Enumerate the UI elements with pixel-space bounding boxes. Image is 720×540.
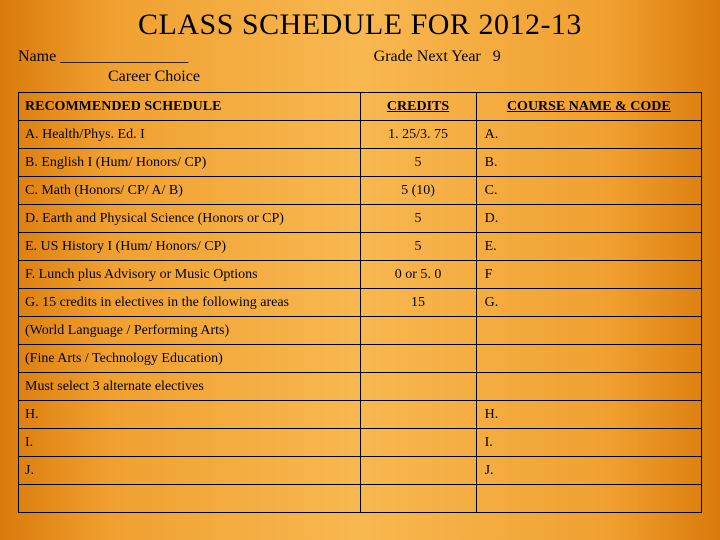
cell-course bbox=[476, 345, 701, 373]
table-row: G. 15 credits in electives in the follow… bbox=[19, 289, 702, 317]
cell-schedule: (World Language / Performing Arts) bbox=[19, 317, 361, 345]
cell-credits bbox=[360, 345, 476, 373]
schedule-table: RECOMMENDED SCHEDULE CREDITS COURSE NAME… bbox=[18, 92, 702, 513]
cell-course: E. bbox=[476, 233, 701, 261]
table-row: J. J. bbox=[19, 457, 702, 485]
table-row: C. Math (Honors/ CP/ A/ B)5 (10)C. bbox=[19, 177, 702, 205]
cell-credits bbox=[360, 457, 476, 485]
cell-credits: 15 bbox=[360, 289, 476, 317]
cell-course bbox=[476, 317, 701, 345]
table-row bbox=[19, 485, 702, 513]
cell-schedule: H. bbox=[19, 401, 361, 429]
cell-schedule: Must select 3 alternate electives bbox=[19, 373, 361, 401]
table-row: D. Earth and Physical Science (Honors or… bbox=[19, 205, 702, 233]
cell-schedule: D. Earth and Physical Science (Honors or… bbox=[19, 205, 361, 233]
cell-course: J. bbox=[476, 457, 701, 485]
cell-credits: 5 bbox=[360, 233, 476, 261]
cell-course: A. bbox=[476, 121, 701, 149]
cell-credits: 5 (10) bbox=[360, 177, 476, 205]
cell-credits bbox=[360, 373, 476, 401]
page: CLASS SCHEDULE FOR 2012-13 Name ________… bbox=[0, 0, 720, 540]
table-row: F. Lunch plus Advisory or Music Options0… bbox=[19, 261, 702, 289]
cell-credits bbox=[360, 429, 476, 457]
cell-schedule bbox=[19, 485, 361, 513]
table-row: I. I. bbox=[19, 429, 702, 457]
cell-schedule: F. Lunch plus Advisory or Music Options bbox=[19, 261, 361, 289]
cell-credits: 5 bbox=[360, 205, 476, 233]
cell-schedule: B. English I (Hum/ Honors/ CP) bbox=[19, 149, 361, 177]
cell-schedule: I. bbox=[19, 429, 361, 457]
cell-schedule: (Fine Arts / Technology Education) bbox=[19, 345, 361, 373]
header-schedule: RECOMMENDED SCHEDULE bbox=[19, 93, 361, 121]
table-header-row: RECOMMENDED SCHEDULE CREDITS COURSE NAME… bbox=[19, 93, 702, 121]
cell-course: F bbox=[476, 261, 701, 289]
grade-label: Grade Next Year bbox=[374, 48, 481, 65]
cell-schedule: C. Math (Honors/ CP/ A/ B) bbox=[19, 177, 361, 205]
table-row: (World Language / Performing Arts) bbox=[19, 317, 702, 345]
header-course: COURSE NAME & CODE bbox=[476, 93, 701, 121]
name-field: Name ________________ bbox=[18, 48, 374, 66]
cell-schedule: G. 15 credits in electives in the follow… bbox=[19, 289, 361, 317]
cell-course: C. bbox=[476, 177, 701, 205]
table-row: (Fine Arts / Technology Education) bbox=[19, 345, 702, 373]
cell-course bbox=[476, 485, 701, 513]
grade-field: Grade Next Year 9 bbox=[374, 48, 702, 66]
cell-course: D. bbox=[476, 205, 701, 233]
cell-credits bbox=[360, 485, 476, 513]
cell-schedule: J. bbox=[19, 457, 361, 485]
grade-value: 9 bbox=[493, 48, 501, 65]
cell-schedule: A. Health/Phys. Ed. I bbox=[19, 121, 361, 149]
cell-credits: 5 bbox=[360, 149, 476, 177]
career-choice-label: Career Choice bbox=[108, 68, 702, 86]
cell-credits: 1. 25/3. 75 bbox=[360, 121, 476, 149]
cell-course: G. bbox=[476, 289, 701, 317]
table-row: Must select 3 alternate electives bbox=[19, 373, 702, 401]
cell-course: B. bbox=[476, 149, 701, 177]
cell-course: H. bbox=[476, 401, 701, 429]
cell-credits bbox=[360, 401, 476, 429]
table-row: E. US History I (Hum/ Honors/ CP)5E. bbox=[19, 233, 702, 261]
cell-course: I. bbox=[476, 429, 701, 457]
table-row: H. H. bbox=[19, 401, 702, 429]
table-row: A. Health/Phys. Ed. I1. 25/3. 75A. bbox=[19, 121, 702, 149]
cell-credits bbox=[360, 317, 476, 345]
meta-row: Name ________________ Grade Next Year 9 bbox=[18, 48, 702, 66]
header-credits: CREDITS bbox=[360, 93, 476, 121]
cell-course bbox=[476, 373, 701, 401]
cell-schedule: E. US History I (Hum/ Honors/ CP) bbox=[19, 233, 361, 261]
cell-credits: 0 or 5. 0 bbox=[360, 261, 476, 289]
page-title: CLASS SCHEDULE FOR 2012-13 bbox=[18, 8, 702, 42]
table-row: B. English I (Hum/ Honors/ CP)5B. bbox=[19, 149, 702, 177]
